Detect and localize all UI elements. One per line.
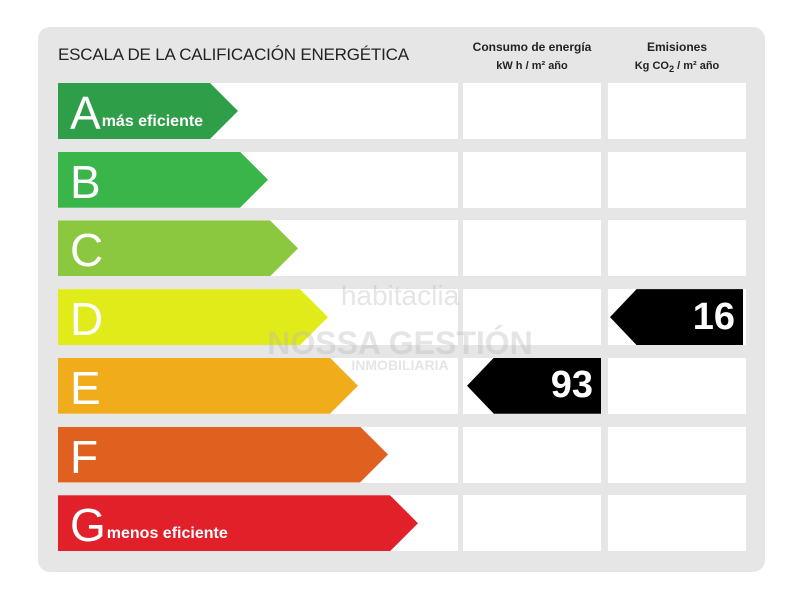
- emisiones-title: Emisiones: [646, 40, 708, 54]
- rating-letter: A: [70, 87, 101, 139]
- rating-letter: B: [70, 155, 101, 208]
- consumo-cell: [463, 289, 601, 346]
- consumo-header: Consumo de energía kW h / m² año: [463, 38, 601, 76]
- rating-letter: D: [70, 293, 104, 346]
- rating-bar-E: E: [58, 357, 358, 414]
- rating-letter: F: [70, 430, 99, 483]
- rating-note: menos eficiente: [106, 525, 228, 543]
- rating-note: más eficiente: [101, 113, 204, 130]
- emisiones-cell: [608, 83, 746, 139]
- rating-bar-C: C: [58, 220, 298, 277]
- emisiones-cell: [608, 220, 746, 277]
- emisiones-unit: Kg CO2 / m² año: [634, 60, 720, 75]
- consumo-cell: [463, 495, 601, 552]
- rating-bar-B: B: [58, 151, 268, 208]
- emisiones-value-arrow: 16: [610, 289, 743, 346]
- rating-bar-G: G menos eficiente: [58, 495, 418, 552]
- label-title: ESCALA DE LA CALIFICACIÓN ENERGÉTICA: [58, 45, 409, 64]
- consumo-cell: [463, 151, 601, 208]
- rating-letter: E: [70, 361, 101, 414]
- rating-bar-D: D: [58, 289, 328, 346]
- rating-letter: C: [70, 224, 104, 277]
- rating-bar-A: A más eficiente: [58, 83, 238, 139]
- consumo-cell: [463, 83, 601, 139]
- emisiones-cell: [608, 357, 746, 414]
- rating-letter: G: [70, 499, 106, 552]
- rating-bar-F: F: [58, 426, 388, 483]
- consumo-cell: [463, 426, 601, 483]
- emisiones-cell: [608, 426, 746, 483]
- consumo-title: Consumo de energía: [472, 40, 592, 54]
- emisiones-header: Emisiones Kg CO2 / m² año: [608, 38, 746, 79]
- consumo-unit: kW h / m² año: [496, 60, 568, 72]
- emisiones-cell: [608, 495, 746, 552]
- consumo-value-arrow: 93: [467, 357, 601, 414]
- emisiones-cell: [608, 151, 746, 208]
- consumo-cell: [463, 220, 601, 277]
